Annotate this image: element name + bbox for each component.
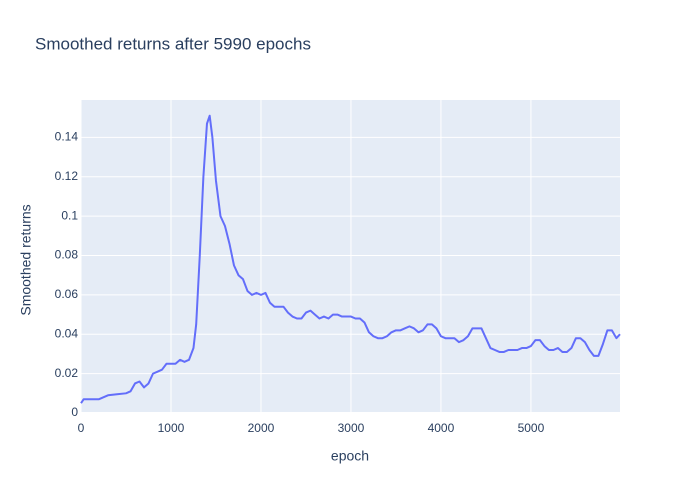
x-tick-label: 2000 xyxy=(248,421,275,435)
y-axis-title: Smoothed returns xyxy=(18,204,34,315)
y-tick-label: 0 xyxy=(71,405,78,419)
x-tick-label: 3000 xyxy=(338,421,365,435)
y-tick-label: 0.12 xyxy=(55,169,79,183)
y-tick-label: 0.08 xyxy=(55,248,79,262)
chart-title: Smoothed returns after 5990 epochs xyxy=(35,34,311,53)
x-tick-label: 1000 xyxy=(158,421,185,435)
y-tick-label: 0.14 xyxy=(55,130,79,144)
y-tick-label: 0.1 xyxy=(61,208,78,222)
x-tick-label: 0 xyxy=(78,421,85,435)
x-tick-label: 4000 xyxy=(428,421,455,435)
y-tick-label: 0.02 xyxy=(55,366,79,380)
x-tick-label: 5000 xyxy=(518,421,545,435)
x-axis-title: epoch xyxy=(331,448,369,464)
y-tick-label: 0.06 xyxy=(55,287,79,301)
data-line xyxy=(80,114,621,404)
y-tick-label: 0.04 xyxy=(55,326,79,340)
